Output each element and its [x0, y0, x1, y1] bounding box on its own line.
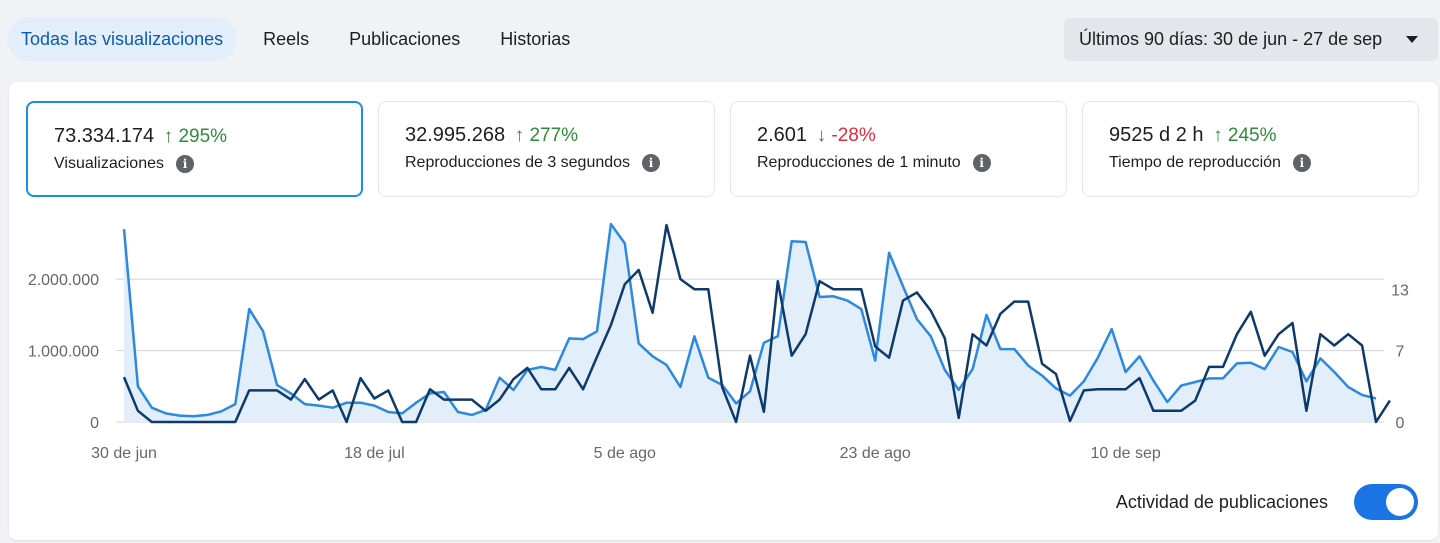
metric-value-row: 73.334.174 ↑ 295%: [54, 125, 227, 148]
metric-change-value: 245%: [1227, 125, 1277, 146]
y-left-tick-label: 2.000.000: [28, 272, 99, 289]
insights-card: 73.334.174 ↑ 295% Visualizaciones i 32.9…: [9, 82, 1438, 540]
x-tick-label: 5 de ago: [594, 445, 656, 462]
x-tick-label: 23 de ago: [840, 445, 911, 462]
metric-value: 32.995.268: [405, 124, 506, 146]
metric-value-row: 32.995.268 ↑ 277%: [405, 124, 578, 147]
metric-change: ↓ -28%: [817, 125, 876, 146]
metric-value: 73.334.174: [54, 125, 155, 147]
metric-label: Visualizaciones: [54, 155, 164, 172]
metric-card-views[interactable]: 73.334.174 ↑ 295% Visualizaciones i: [26, 101, 363, 197]
metric-change: ↑ 245%: [1213, 125, 1276, 146]
metric-card-watch-time[interactable]: 9525 d 2 h ↑ 245% Tiempo de reproducción…: [1082, 101, 1419, 197]
metric-label-row: Reproducciones de 1 minuto i: [757, 154, 991, 172]
metric-value-row: 2.601 ↓ -28%: [757, 124, 876, 147]
metric-change-value: 277%: [529, 125, 579, 146]
metric-label: Reproducciones de 1 minuto: [757, 154, 961, 171]
metric-value: 2.601: [757, 124, 808, 146]
info-icon[interactable]: i: [176, 155, 194, 173]
metric-card-3s-plays[interactable]: 32.995.268 ↑ 277% Reproducciones de 3 se…: [378, 101, 715, 197]
post-activity-toggle[interactable]: [1354, 484, 1418, 520]
arrow-up-icon: ↑: [514, 125, 525, 146]
post-activity-label: Actividad de publicaciones: [1115, 491, 1328, 512]
date-range-label: Últimos 90 días: 30 de jun - 27 de sep: [1079, 29, 1383, 49]
date-range-dropdown[interactable]: Últimos 90 días: 30 de jun - 27 de sep: [1064, 18, 1438, 61]
tab-stories[interactable]: Historias: [500, 28, 571, 49]
x-tick-label: 18 de jul: [344, 445, 405, 462]
metric-label-row: Tiempo de reproducción i: [1109, 154, 1311, 172]
metric-label: Tiempo de reproducción: [1109, 154, 1281, 171]
metric-value-row: 9525 d 2 h ↑ 245%: [1109, 124, 1276, 147]
x-tick-label: 10 de sep: [1090, 445, 1160, 462]
metric-label-row: Visualizaciones i: [54, 155, 194, 173]
view-tabs: Todas las visualizaciones Reels Publicac…: [7, 17, 596, 61]
views-line-chart: 0 1.000.000 2.000.000 0 7 13 30 de jun 18 de ju…: [28, 222, 1409, 462]
toggle-knob: [1386, 488, 1414, 516]
post-activity-toggle-row: Actividad de publicaciones: [1116, 484, 1418, 520]
metric-change-value: -28%: [831, 125, 876, 146]
metric-label: Reproducciones de 3 segundos: [405, 154, 631, 171]
info-icon[interactable]: i: [642, 154, 661, 172]
metric-card-1min-plays[interactable]: 2.601 ↓ -28% Reproducciones de 1 minuto …: [730, 101, 1067, 197]
post-activity-series-line: [122, 223, 1391, 424]
caret-down-icon: [1406, 36, 1418, 43]
y-right-tick-label: 7: [1396, 344, 1405, 361]
info-icon[interactable]: i: [1292, 154, 1311, 172]
info-icon[interactable]: i: [972, 154, 991, 172]
views-series-line: [122, 222, 1377, 418]
metric-value: 9525 d 2 h: [1109, 124, 1204, 146]
y-left-tick-label: 1.000.000: [28, 344, 99, 361]
x-tick-label: 30 de jun: [91, 445, 157, 462]
metric-change-value: 295%: [178, 126, 228, 147]
metric-label-row: Reproducciones de 3 segundos i: [405, 154, 661, 172]
metric-change: ↑ 277%: [515, 125, 578, 146]
tab-posts[interactable]: Publicaciones: [349, 28, 461, 49]
y-left-tick-label: 0: [90, 415, 99, 432]
tab-reels[interactable]: Reels: [263, 28, 310, 49]
arrow-up-icon: ↑: [1213, 125, 1223, 146]
arrow-down-icon: ↓: [816, 125, 827, 146]
y-right-tick-label: 13: [1391, 282, 1409, 299]
views-area: [124, 224, 1376, 422]
y-right-tick-label: 0: [1396, 415, 1405, 432]
metric-change: ↑ 295%: [164, 126, 227, 147]
arrow-up-icon: ↑: [163, 126, 174, 147]
tab-all-views[interactable]: Todas las visualizaciones: [7, 17, 238, 61]
